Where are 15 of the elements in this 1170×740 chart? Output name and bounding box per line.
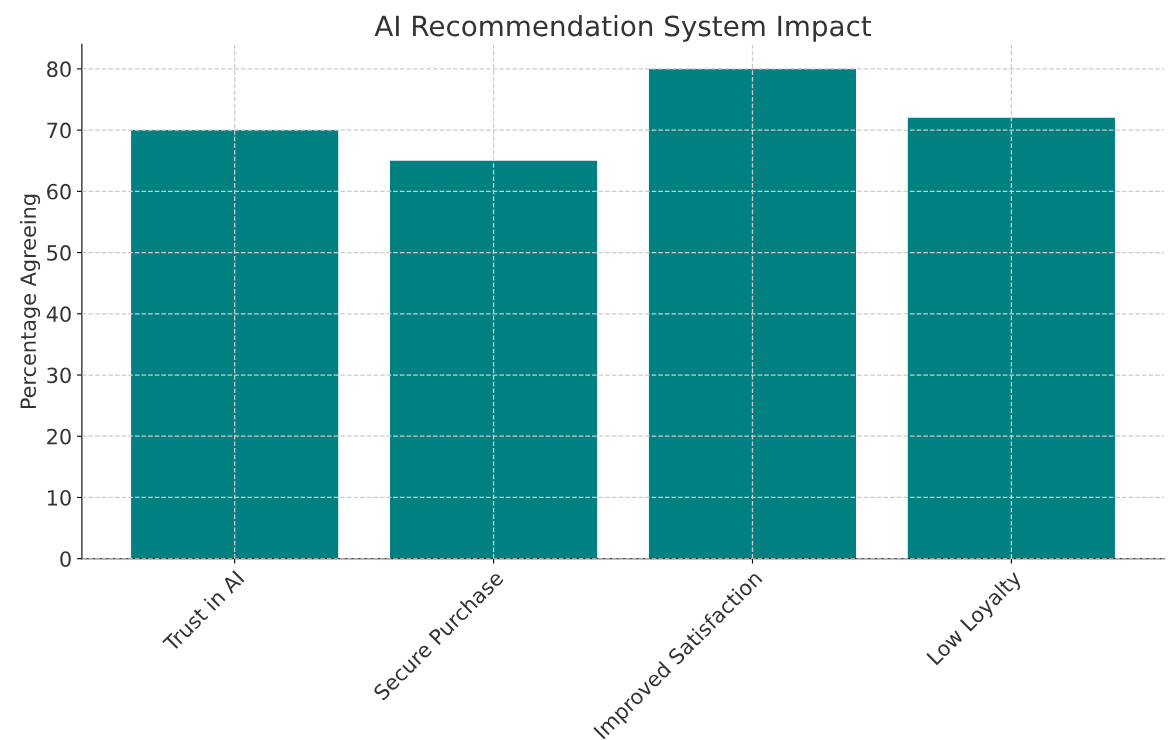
y-tick-label: 80 [47, 61, 71, 78]
y-tick-label: 60 [47, 183, 71, 200]
bar [648, 68, 857, 559]
bar [907, 117, 1115, 559]
y-tick-label: 10 [47, 489, 71, 506]
y-tick-label: 20 [47, 428, 71, 445]
y-tick-label: 30 [47, 367, 71, 384]
y-axis-title: Percentage Agreeing [19, 194, 41, 409]
y-tick-label: 0 [60, 551, 71, 567]
bar [390, 160, 598, 559]
y-tick-label: 40 [46, 306, 71, 323]
y-tick-label: 70 [47, 122, 71, 139]
bar [131, 130, 339, 559]
chart-title: AI Recommendation System Impact [374, 14, 872, 42]
y-tick-label: 50 [47, 245, 71, 261]
